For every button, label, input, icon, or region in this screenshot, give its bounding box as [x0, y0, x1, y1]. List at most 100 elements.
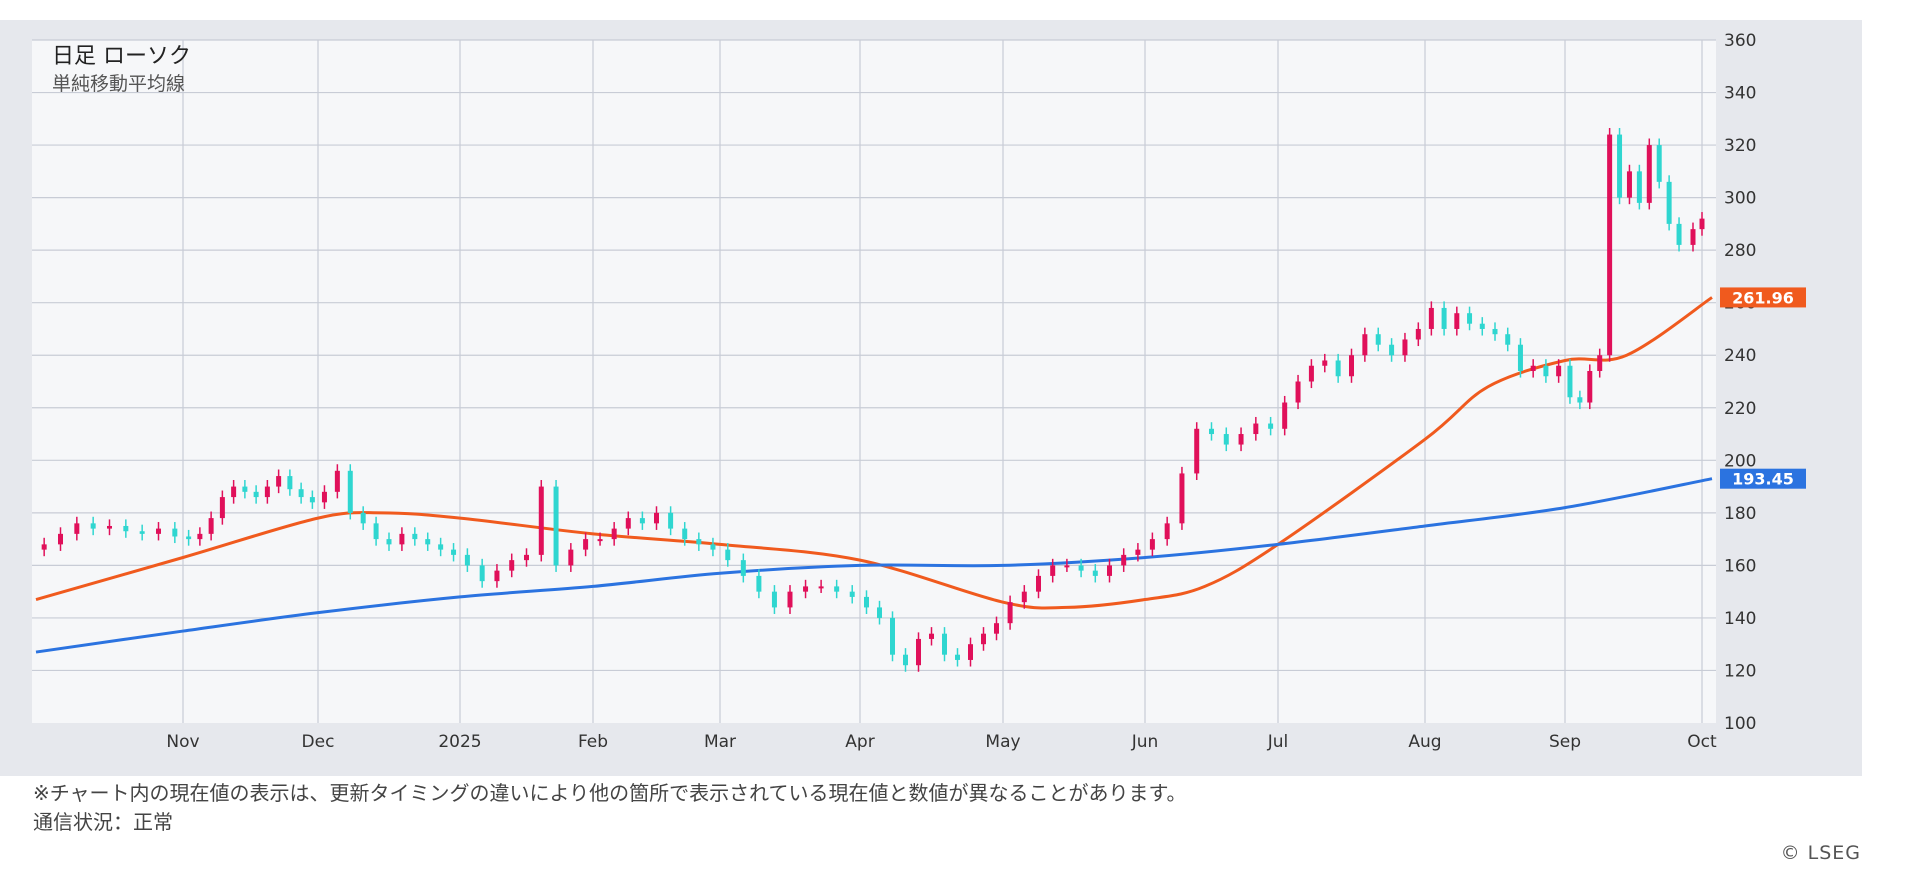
candle-body — [818, 586, 824, 589]
candle-body — [1149, 539, 1155, 550]
candle-body — [1007, 602, 1013, 624]
candle-body — [890, 617, 895, 655]
candle-body — [1164, 523, 1170, 540]
x-tick-label: Jul — [1267, 732, 1289, 752]
candle-body — [1036, 575, 1041, 592]
candle-body — [1656, 145, 1662, 182]
candle-body — [1454, 313, 1460, 329]
candle-body — [494, 570, 500, 582]
moving-average-short-line — [35, 296, 1713, 610]
candle-body — [1194, 428, 1200, 474]
footnote-connection-status: 通信状況：正常 — [33, 810, 173, 834]
candle-body — [834, 586, 840, 592]
candle-body — [464, 554, 470, 566]
candle-body — [1543, 365, 1549, 377]
candle-body — [725, 549, 731, 561]
candle-body — [264, 486, 270, 498]
x-tick-label: Nov — [166, 732, 199, 752]
candle-body — [740, 560, 746, 576]
y-tick-label: 180 — [1724, 504, 1756, 524]
candle-body — [438, 544, 444, 550]
copyright-lseg: © LSEG — [1780, 842, 1861, 864]
last-value-marker-short — [1720, 287, 1806, 308]
grid — [32, 39, 1716, 723]
candle-body — [1441, 307, 1447, 329]
candle-body — [756, 575, 762, 592]
candle-body — [386, 539, 392, 545]
candle-body — [682, 528, 688, 540]
candle-body — [58, 533, 63, 545]
x-tick-label: Apr — [845, 732, 874, 752]
y-tick-label: 220 — [1724, 399, 1756, 419]
candle-body — [803, 586, 809, 592]
candle-body — [1308, 365, 1314, 382]
candle-body — [123, 525, 129, 532]
candle-body — [1295, 381, 1301, 403]
candle-body — [412, 533, 418, 540]
candle-body — [929, 633, 934, 639]
candle-body — [276, 476, 282, 487]
candle-body — [1492, 328, 1498, 335]
candle-body — [942, 633, 947, 655]
candle-body — [74, 523, 80, 534]
candle-body — [360, 512, 366, 524]
candle-body — [172, 528, 178, 537]
candle-body — [399, 533, 405, 545]
candle-body — [1402, 339, 1408, 356]
candle-body — [1467, 313, 1473, 324]
last-value-marker-long — [1720, 468, 1806, 489]
y-tick-label: 360 — [1724, 31, 1756, 51]
candle-body — [1587, 370, 1593, 403]
x-tick-label: Jun — [1131, 732, 1159, 752]
candle-body — [1607, 134, 1613, 356]
candle-body — [107, 525, 112, 529]
candle-body — [1636, 171, 1642, 203]
candle-body — [639, 518, 645, 524]
candle-body — [668, 512, 674, 529]
candle-body — [916, 638, 921, 666]
x-tick-label: Sep — [1549, 732, 1581, 752]
chart-title: 日足 ローソク — [52, 44, 191, 69]
y-tick-label: 100 — [1724, 714, 1756, 734]
candle-body — [334, 470, 340, 492]
moving-average-long-line — [35, 477, 1713, 654]
candle-body — [1021, 591, 1027, 603]
candle-body — [1253, 423, 1259, 435]
candle-body — [1349, 355, 1354, 377]
candle-body — [903, 654, 908, 666]
candle-body — [1335, 360, 1341, 377]
candle-body — [287, 476, 293, 490]
candle-body — [553, 486, 559, 566]
y-tick-label: 300 — [1724, 189, 1756, 209]
candle-body — [1121, 554, 1127, 566]
candle-body — [1699, 218, 1705, 230]
x-tick-label: May — [985, 732, 1020, 752]
candle-body — [994, 623, 999, 634]
y-tick-label: 240 — [1724, 346, 1756, 366]
last-value-label-long: 193.45 — [1732, 470, 1794, 489]
candle-body — [197, 533, 203, 540]
candle-body — [451, 549, 457, 555]
x-tick-label: 2025 — [438, 732, 481, 752]
candle-body — [981, 633, 986, 645]
candle-body — [309, 497, 315, 503]
candle-body — [849, 591, 855, 597]
candle-body — [864, 596, 869, 608]
candle-body — [1179, 473, 1185, 524]
x-tick-label: Dec — [302, 732, 335, 752]
candle-body — [1617, 134, 1623, 198]
candle-body — [1556, 365, 1562, 377]
candle-body — [373, 523, 379, 540]
y-tick-label: 340 — [1724, 84, 1756, 104]
candle-body — [583, 539, 589, 550]
candle-body — [625, 518, 631, 529]
candle-body — [1389, 344, 1395, 356]
candle-body — [231, 486, 237, 498]
candle-body — [208, 518, 214, 534]
x-tick-label: Mar — [704, 732, 736, 752]
candle-body — [877, 607, 882, 618]
candle-body — [1268, 423, 1274, 429]
candlesticks — [41, 128, 1705, 672]
candle-body — [298, 489, 304, 498]
